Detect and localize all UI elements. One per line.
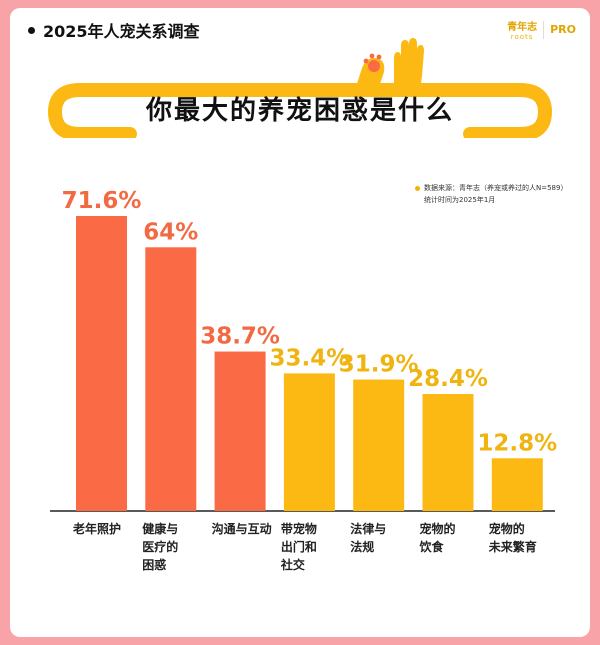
bar-chart: 71.6%64% 38.7%33.4%31.9%28.4% 12.8% bbox=[50, 188, 557, 512]
bar-3 bbox=[214, 351, 266, 511]
data-source-note: 数据来源：青年志（养宠或养过的人N=589） 统计时间为2025年1月 bbox=[415, 182, 567, 206]
category-label-2: 健康与 医疗的 困惑 bbox=[142, 520, 202, 574]
category-label-5: 法律与 法规 bbox=[350, 520, 410, 556]
bar-value-label-6: 28.4% bbox=[408, 366, 488, 392]
banner-ribbon-right bbox=[293, 83, 553, 138]
bar-value-label-1: 71.6% bbox=[62, 188, 142, 214]
category-label-line: 困惑 bbox=[142, 558, 167, 572]
category-label-line: 宠物的 bbox=[419, 522, 456, 536]
hand-icon bbox=[394, 38, 424, 90]
category-label-line: 出门和 bbox=[280, 540, 317, 554]
category-label-line: 医疗的 bbox=[142, 540, 179, 554]
brand-pro: PRO bbox=[550, 23, 576, 36]
bar-value-label-2: 64% bbox=[143, 219, 198, 245]
category-label-4: 带宠物 出门和 社交 bbox=[281, 520, 341, 574]
brand-sub: roots bbox=[510, 33, 534, 41]
source-line-1: 数据来源：青年志（养宠或养过的人N=589） bbox=[424, 184, 568, 192]
main-title: 你最大的养宠困惑是什么 bbox=[145, 96, 454, 126]
category-label-line: 带宠物 bbox=[280, 522, 317, 536]
paw-icon bbox=[355, 53, 385, 90]
category-label-7: 宠物的 未来繁育 bbox=[489, 520, 549, 556]
bar-value-label-5: 31.9% bbox=[339, 352, 419, 378]
category-label-line: 健康与 bbox=[142, 522, 179, 536]
bar-7 bbox=[491, 458, 543, 511]
category-label-line: 未来繁育 bbox=[488, 540, 537, 554]
category-label-line: 宠物的 bbox=[488, 522, 525, 536]
brand-divider bbox=[543, 20, 545, 39]
bar-value-label-3: 38.7% bbox=[200, 324, 280, 350]
category-label-line: 社交 bbox=[280, 558, 305, 572]
chart-card: 2025年人宠关系调查 青年志 roots PRO 你最大的养宠困惑是什么 数据… bbox=[10, 8, 590, 637]
category-label-line: 饮食 bbox=[419, 540, 444, 554]
bar-2 bbox=[145, 247, 197, 511]
category-label-line: 老年照护 bbox=[73, 522, 122, 536]
bar-5 bbox=[353, 379, 405, 511]
bar-6 bbox=[422, 393, 474, 511]
source-line-2: 统计时间为2025年1月 bbox=[424, 196, 496, 204]
bar-4 bbox=[283, 373, 335, 511]
category-label-1: 老年照护 bbox=[73, 520, 133, 538]
bar-value-label-7: 12.8% bbox=[477, 430, 557, 456]
banner-ribbon-left bbox=[47, 83, 307, 138]
bullet-dot bbox=[28, 26, 35, 34]
header-title: 2025年人宠关系调查 bbox=[28, 18, 200, 42]
category-label-line: 法律与 bbox=[350, 522, 387, 536]
category-label-3: 沟通与互动 bbox=[212, 520, 272, 538]
bar-value-label-4: 33.4% bbox=[270, 345, 350, 371]
category-label-6: 宠物的 饮食 bbox=[420, 520, 480, 556]
category-label-line: 沟通与互动 bbox=[211, 522, 272, 536]
header-title-text: 2025年人宠关系调查 bbox=[43, 22, 200, 41]
category-label-line: 法规 bbox=[350, 540, 375, 554]
brand-name: 青年志 bbox=[507, 22, 538, 33]
brand-logo: 青年志 roots PRO bbox=[507, 18, 576, 41]
bar-1 bbox=[76, 216, 127, 511]
source-bullet bbox=[415, 185, 420, 191]
title-banner bbox=[47, 38, 553, 138]
